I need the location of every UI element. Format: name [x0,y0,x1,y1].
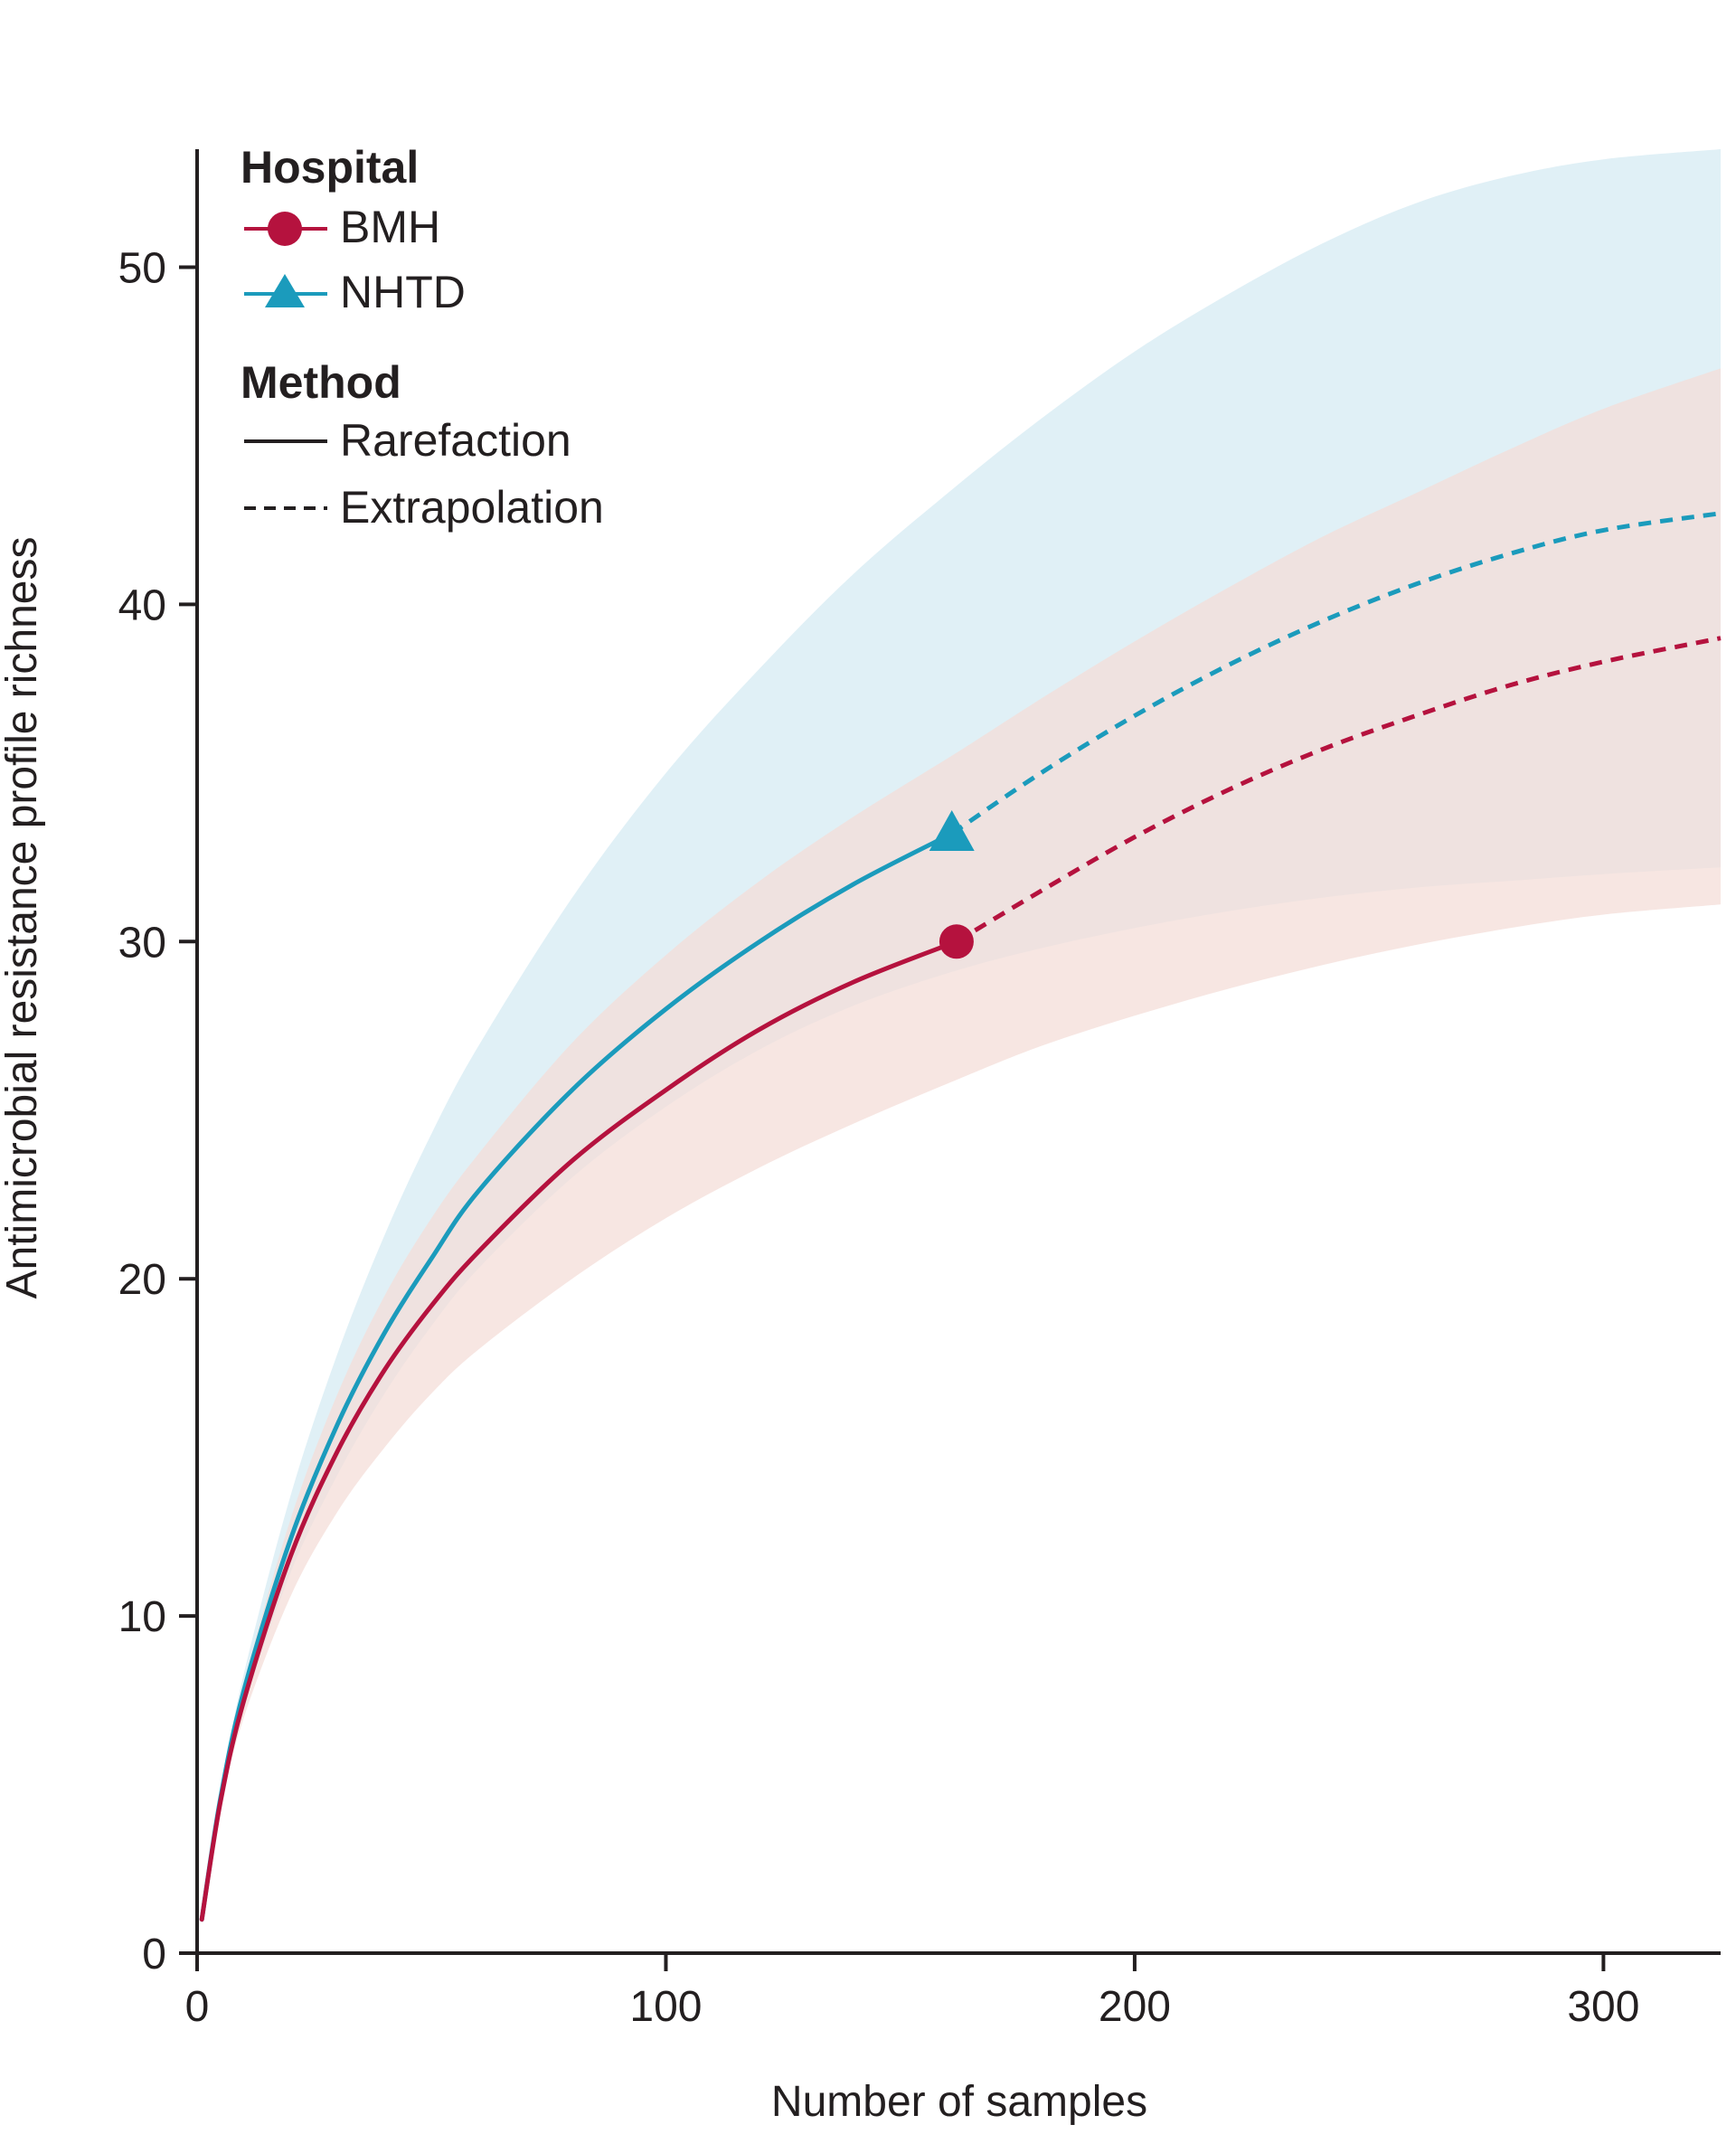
y-tick-label-30: 30 [118,919,166,967]
rarefaction-line-bmh [199,939,959,1922]
rarefaction-line-nhtd [199,831,955,1922]
legend-entry-nhtd: NHTD [244,267,466,317]
axes [179,149,1721,1971]
y-tick-label-0: 0 [142,1931,166,1978]
legend-nhtd-label: NHTD [340,267,466,317]
legend-nhtd-triangle-icon [265,274,305,307]
legend-hospital-heading: Hospital [241,142,419,193]
legend-rarefaction-label: Rarefaction [340,415,571,466]
series-lines [199,511,1722,1922]
legend-bmh-circle-icon [268,212,302,246]
legend-bmh-label: BMH [340,202,440,252]
legend-method-heading: Method [241,357,401,408]
y-tick-label-50: 50 [118,245,166,293]
y-axis-title: Antimicrobial resistance profile richnes… [0,537,46,1299]
x-tick-label-100: 100 [629,1983,702,2031]
y-tick-label-20: 20 [118,1256,166,1304]
y-tick-label-40: 40 [118,581,166,629]
legend: Hospital BMH NHTD Method Rarefaction Ext… [241,142,604,533]
x-tick-label-300: 300 [1567,1983,1639,2031]
confidence-band-bmh [202,368,1722,1920]
y-tick-label-10: 10 [118,1593,166,1641]
extrapolation-line-bmh [955,636,1722,944]
observed-point-nhtd [929,810,975,851]
legend-entry-rarefaction: Rarefaction [244,415,571,466]
legend-extrapolation-label: Extrapolation [340,482,604,533]
x-axis-title: Number of samples [771,2078,1147,2126]
x-tick-label-0: 0 [185,1983,210,2031]
observed-point-bmh [939,924,974,959]
legend-entry-extrapolation: Extrapolation [244,482,604,533]
series-markers [929,810,975,959]
x-tick-label-200: 200 [1099,1983,1171,2031]
confidence-bands [202,149,1722,1920]
legend-entry-bmh: BMH [244,202,440,252]
tick-labels: 0 10 20 30 40 50 0 100 200 300 [118,245,1640,2031]
extrapolation-line-nhtd [950,511,1722,836]
